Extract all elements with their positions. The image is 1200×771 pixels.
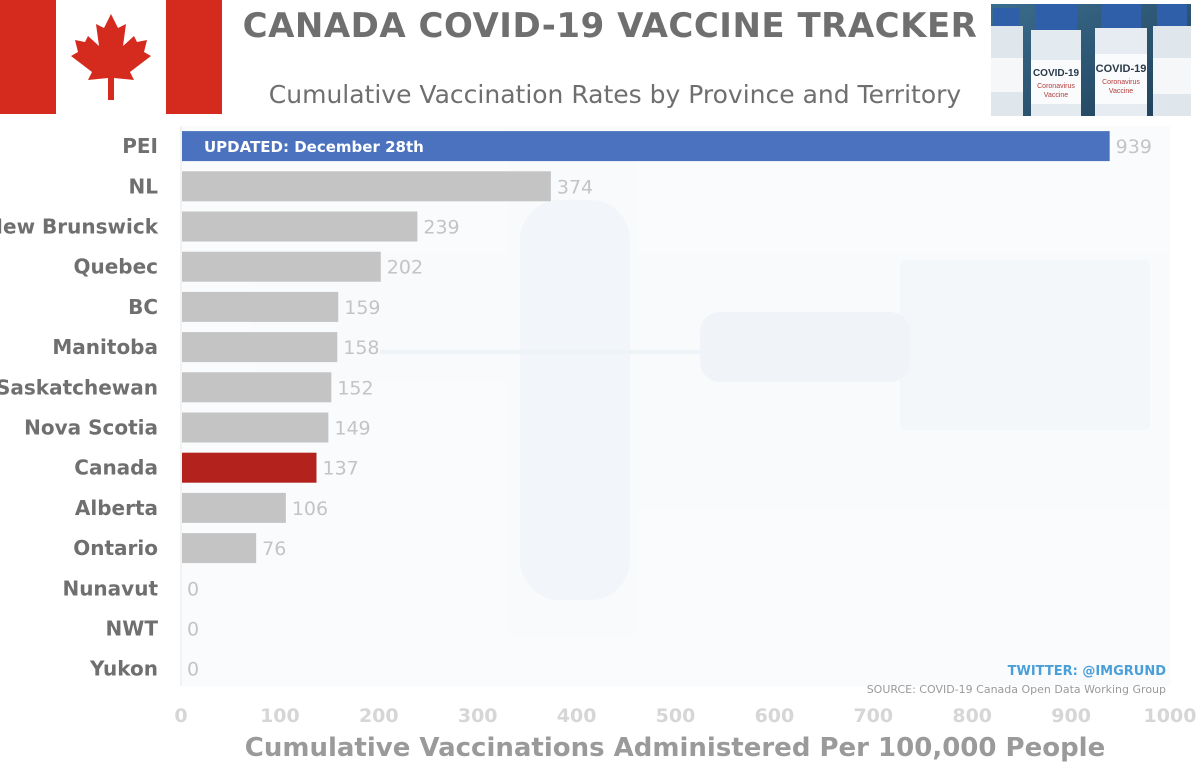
category-label-yukon: Yukon (89, 657, 158, 681)
vial-label-sub2-2: Vaccine (1109, 88, 1133, 95)
category-label-nl: NL (129, 174, 159, 198)
category-label-pei: PEI (122, 134, 158, 158)
bar-nova-scotia (182, 412, 329, 443)
x-tick-label-1000: 1000 (1144, 705, 1197, 727)
bar-pei (182, 131, 1110, 162)
vial-label-title: COVID-19 (1033, 68, 1080, 79)
chart-title: CANADA COVID-19 VACCINE TRACKER (242, 6, 978, 46)
vial-label-sub-2: Coronavirus (1102, 79, 1140, 86)
syringe-background-image (182, 126, 1170, 686)
bar-alberta (182, 492, 286, 523)
value-label-alberta: 106 (292, 498, 328, 520)
value-label-bc: 159 (344, 297, 380, 319)
category-label-ontario: Ontario (73, 536, 158, 560)
x-tick-label-900: 900 (1051, 705, 1091, 727)
bar-nl (182, 171, 551, 202)
vial-label-sub: Coronavirus (1037, 83, 1075, 90)
x-tick-label-500: 500 (656, 705, 696, 727)
value-label-nwt: 0 (187, 619, 199, 641)
category-label-alberta: Alberta (75, 496, 158, 520)
source-note: SOURCE: COVID-19 Canada Open Data Workin… (866, 683, 1166, 696)
category-label-saskatchewan: Saskatchewan (0, 375, 158, 399)
vial-label-title-2: COVID-19 (1096, 63, 1147, 75)
x-tick-label-600: 600 (755, 705, 795, 727)
category-label-nova-scotia: Nova Scotia (24, 416, 158, 440)
bar-canada (182, 452, 317, 483)
value-label-canada: 137 (322, 458, 358, 480)
value-label-yukon: 0 (187, 659, 199, 681)
x-tick-label-800: 800 (952, 705, 992, 727)
category-label-canada: Canada (74, 456, 158, 480)
category-label-nwt: NWT (106, 617, 159, 641)
vaccine-vials-image: COVID-19 Coronavirus Vaccine COVID-19 Co… (991, 4, 1191, 116)
value-label-ontario: 76 (262, 538, 286, 560)
category-label-new-brunswick: New Brunswick (0, 215, 159, 239)
bar-saskatchewan (182, 372, 332, 403)
category-label-manitoba: Manitoba (52, 335, 158, 359)
canada-flag-icon (0, 0, 222, 114)
category-label-quebec: Quebec (73, 255, 158, 279)
x-axis-label: Cumulative Vaccinations Administered Per… (244, 733, 1106, 763)
vial-label-sub2: Vaccine (1044, 92, 1068, 99)
value-label-saskatchewan: 152 (337, 377, 373, 399)
category-label-nunavut: Nunavut (62, 576, 158, 600)
bar-manitoba (182, 332, 338, 363)
x-tick-label-700: 700 (853, 705, 893, 727)
x-tick-label-200: 200 (359, 705, 399, 727)
bar-bc (182, 291, 339, 322)
value-label-quebec: 202 (387, 257, 423, 279)
bar-new-brunswick (182, 211, 418, 242)
bar-ontario (182, 533, 257, 564)
value-label-nunavut: 0 (187, 578, 199, 600)
value-label-nl: 374 (557, 176, 593, 198)
value-label-nova-scotia: 149 (334, 418, 370, 440)
chart-subtitle: Cumulative Vaccination Rates by Province… (268, 80, 962, 109)
value-label-new-brunswick: 239 (423, 217, 459, 239)
bar-quebec (182, 251, 381, 282)
updated-annotation: UPDATED: December 28th (204, 138, 424, 156)
x-tick-label-0: 0 (174, 705, 187, 727)
x-tick-label-400: 400 (557, 705, 597, 727)
x-tick-label-100: 100 (260, 705, 300, 727)
category-label-bc: BC (128, 295, 158, 319)
value-label-pei: 939 (1116, 136, 1152, 158)
value-label-manitoba: 158 (343, 337, 379, 359)
twitter-handle: TWITTER: @IMGRUND (1007, 664, 1166, 679)
x-tick-label-300: 300 (458, 705, 498, 727)
